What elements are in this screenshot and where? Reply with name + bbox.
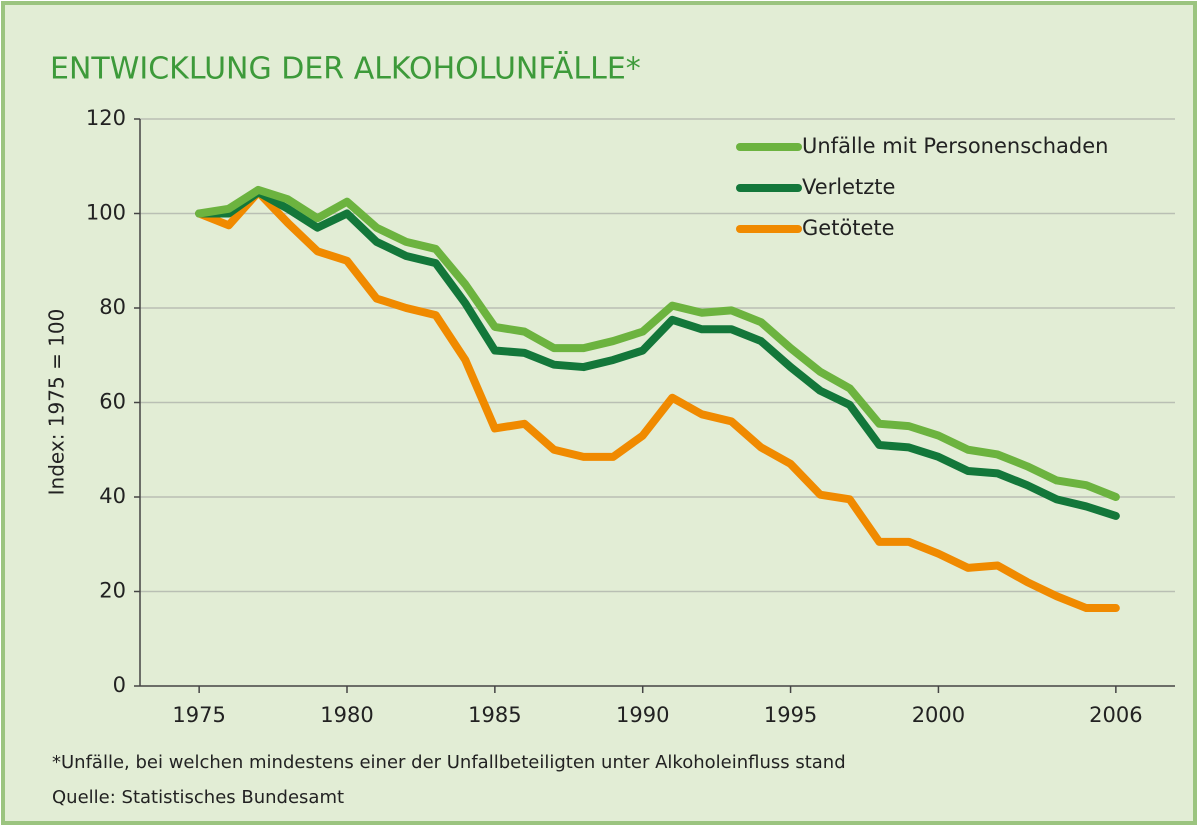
x-tick-label: 1995 [764, 703, 817, 727]
y-tick-label: 80 [99, 295, 126, 319]
y-tick-label: 40 [99, 484, 126, 508]
x-tick-label: 2000 [912, 703, 965, 727]
y-tick-label: 0 [113, 673, 126, 697]
x-tick-label: 1985 [468, 703, 521, 727]
x-tick-label: 2006 [1089, 703, 1142, 727]
x-tick-label: 1990 [616, 703, 669, 727]
series-line [195, 185, 1120, 501]
chart-title: ENTWICKLUNG DER ALKOHOLUNFÄLLE* [50, 51, 641, 87]
y-axis-label: Index: 1975 = 100 [45, 309, 69, 496]
footnote: *Unfälle, bei welchen mindestens einer d… [52, 752, 846, 773]
y-tick-label: 20 [99, 579, 126, 603]
y-tick-label: 60 [99, 390, 126, 414]
x-tick-label: 1975 [172, 703, 225, 727]
legend-label: Unfälle mit Personenschaden [802, 134, 1108, 158]
series-line [195, 188, 1120, 613]
x-tick-label: 1980 [320, 703, 373, 727]
y-tick-label: 120 [86, 106, 126, 130]
series-line [195, 188, 1120, 520]
y-tick-label: 100 [86, 201, 126, 225]
legend-label: Verletzte [802, 175, 895, 199]
legend-label: Getötete [802, 216, 895, 240]
source: Quelle: Statistisches Bundesamt [52, 787, 344, 808]
